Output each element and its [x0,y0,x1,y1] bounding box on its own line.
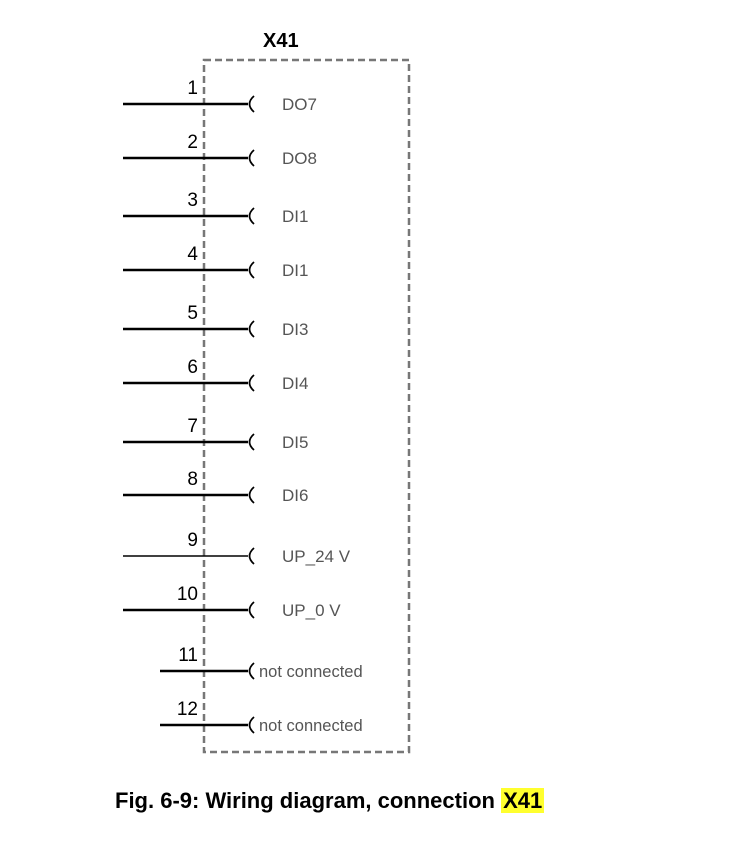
pin-row-2: 2 DO8 [123,132,317,168]
pin-number: 3 [187,190,198,211]
pin-label: DO8 [282,149,317,168]
figure-caption: Fig. 6-9: Wiring diagram, connection X41 [115,788,545,814]
caption-text: Fig. 6-9: Wiring diagram, connection [115,788,502,813]
pin-label: not connected [259,663,363,681]
pin-row-8: 8 DI6 [123,469,308,505]
pin-number: 5 [187,303,198,324]
socket-icon [248,95,255,113]
pin-list: 1 DO7 2 DO8 3 DI1 4 DI1 5 DI3 6 DI4 7 DI5 8 DI6 9 UP_24 V… [123,78,363,735]
pin-label: DO7 [282,95,317,114]
socket-icon [248,716,255,734]
pin-label: DI4 [282,374,308,393]
socket-icon [248,320,255,338]
pin-number: 11 [178,645,198,666]
pin-row-5: 5 DI3 [123,303,308,339]
pin-label: not connected [259,717,363,735]
pin-label: DI3 [282,320,308,339]
socket-icon [248,374,255,392]
pin-number: 9 [187,530,198,551]
connector-outline [202,58,411,754]
pin-label: DI1 [282,207,308,226]
caption-highlight: X41 [501,788,545,813]
socket-icon [248,662,255,680]
socket-icon [248,149,255,167]
pin-row-4: 4 DI1 [123,244,308,280]
pin-label: DI1 [282,261,308,280]
socket-icon [248,486,255,504]
pin-number: 10 [177,584,198,605]
pin-number: 7 [187,416,198,437]
pin-row-11: 11 not connected [160,645,363,681]
pin-number: 6 [187,357,198,378]
pin-row-6: 6 DI4 [123,357,308,393]
pin-row-9: 9 UP_24 V [123,530,351,566]
pin-label: DI6 [282,486,308,505]
pin-label: DI5 [282,433,308,452]
pin-number: 4 [187,244,198,265]
socket-icon [248,261,255,279]
pin-number: 1 [187,78,198,99]
socket-icon [248,207,255,225]
pin-row-10: 10 UP_0 V [123,584,341,620]
pin-label: UP_0 V [282,601,341,620]
pin-row-7: 7 DI5 [123,416,308,452]
socket-icon [248,547,255,565]
pin-row-3: 3 DI1 [123,190,308,226]
pin-number: 2 [187,132,198,153]
connector-title: X41 [263,30,299,52]
pin-number: 8 [187,469,198,490]
socket-icon [248,433,255,451]
pin-row-1: 1 DO7 [123,78,317,114]
pin-row-12: 12 not connected [160,699,363,735]
pin-number: 12 [177,699,198,720]
pin-label: UP_24 V [282,547,351,566]
socket-icon [248,601,255,619]
